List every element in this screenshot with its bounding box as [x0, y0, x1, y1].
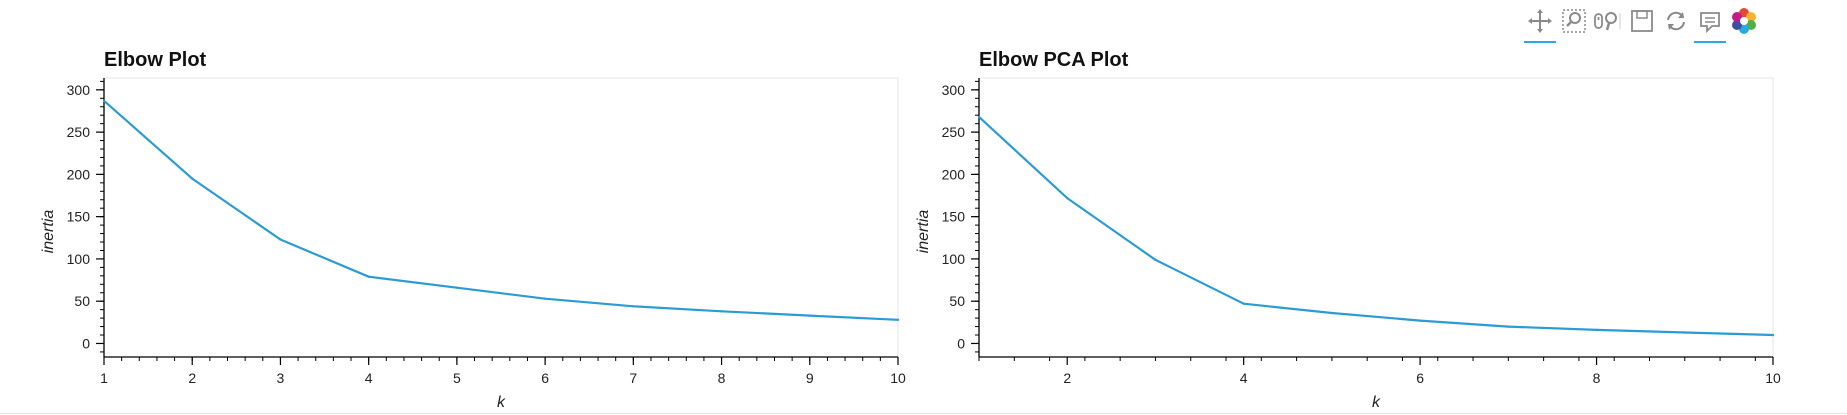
bokeh-logo[interactable]	[1728, 5, 1760, 37]
hover-icon	[1700, 12, 1720, 34]
data-point	[1507, 325, 1510, 328]
y-tick-label: 300	[942, 82, 966, 98]
series-line	[978, 116, 1774, 337]
chart-1: Elbow Plot 0 50 100 150 200 250 300 1 2 3 4 5 6 7 8 9 10 k…	[40, 49, 906, 411]
y-tick-label: 250	[942, 124, 966, 140]
y-tick-label: 250	[67, 124, 91, 140]
x-tick-label: 6	[541, 370, 549, 386]
box-zoom-tool[interactable]	[1558, 5, 1590, 37]
wheel-zoom-icon	[1594, 12, 1621, 31]
data-point	[1242, 302, 1245, 305]
y-tick-label: 0	[957, 335, 965, 351]
data-point	[632, 305, 635, 308]
y-tick-label: 300	[67, 82, 91, 98]
y-tick-label: 150	[67, 209, 91, 225]
chart-title: Elbow Plot	[104, 49, 207, 71]
plot-toolbar	[1520, 5, 1780, 43]
y-tick-label: 100	[942, 251, 966, 267]
x-tick-label: 2	[1063, 370, 1071, 386]
reset-icon	[1667, 11, 1685, 31]
data-point	[279, 238, 282, 241]
data-point	[808, 314, 811, 317]
y-tick-label: 100	[67, 251, 91, 267]
chart-2: Elbow PCA Plot 0 50 100 150 200 250 300 2 4 6 8 10 k i…	[915, 49, 1781, 411]
data-point	[1154, 258, 1157, 261]
hover-tool[interactable]	[1694, 5, 1726, 43]
x-tick-label: 3	[277, 370, 285, 386]
y-tick-label: 50	[949, 293, 965, 309]
data-point	[455, 286, 459, 289]
data-point	[896, 318, 900, 321]
save-icon	[1631, 10, 1653, 32]
x-tick-label: 9	[806, 370, 814, 386]
plot-frame	[978, 77, 1774, 358]
y-tick-label: 150	[942, 209, 966, 225]
x-tick-label: 1	[100, 370, 108, 386]
data-point	[1595, 328, 1598, 332]
y-tick-label: 50	[74, 293, 90, 309]
x-tick-label: 10	[890, 370, 906, 386]
x-tick-label: 5	[453, 370, 461, 386]
bokeh-logo-icon	[1732, 8, 1756, 34]
data-point	[1330, 311, 1334, 315]
wheel-zoom-tool[interactable]	[1592, 5, 1624, 37]
x-tick-label: 6	[1416, 370, 1424, 386]
x-axis-label: k	[497, 394, 506, 411]
data-point	[1771, 333, 1775, 337]
y-tick-label: 0	[82, 335, 90, 351]
data-point	[1683, 331, 1686, 334]
divider	[0, 413, 1847, 414]
x-tick-label: 2	[188, 370, 196, 386]
y-tick-label: 200	[942, 166, 966, 182]
x-axis-label: k	[1372, 394, 1381, 411]
pan-icon	[1528, 9, 1552, 33]
y-axis-label: inertia	[40, 210, 57, 254]
data-point	[191, 177, 194, 180]
x-tick-label: 7	[629, 370, 637, 386]
data-point	[102, 99, 106, 103]
save-tool[interactable]	[1626, 5, 1658, 37]
data-point	[720, 310, 723, 313]
reset-tool[interactable]	[1660, 5, 1692, 37]
data-point	[977, 115, 981, 119]
x-tick-label: 8	[1593, 370, 1601, 386]
data-point	[1418, 319, 1422, 322]
series-line	[103, 99, 899, 321]
box-zoom-icon	[1562, 9, 1586, 33]
data-point	[543, 297, 547, 300]
data-point	[1066, 196, 1069, 200]
pan-tool[interactable]	[1524, 5, 1556, 43]
y-tick-label: 200	[67, 166, 91, 182]
chart-title: Elbow PCA Plot	[979, 49, 1129, 71]
x-tick-label: 8	[718, 370, 726, 386]
data-point	[367, 275, 370, 278]
y-axis-label: inertia	[915, 210, 932, 254]
x-tick-label: 4	[1240, 370, 1248, 386]
x-tick-label: 10	[1765, 370, 1781, 386]
x-tick-label: 4	[365, 370, 373, 386]
